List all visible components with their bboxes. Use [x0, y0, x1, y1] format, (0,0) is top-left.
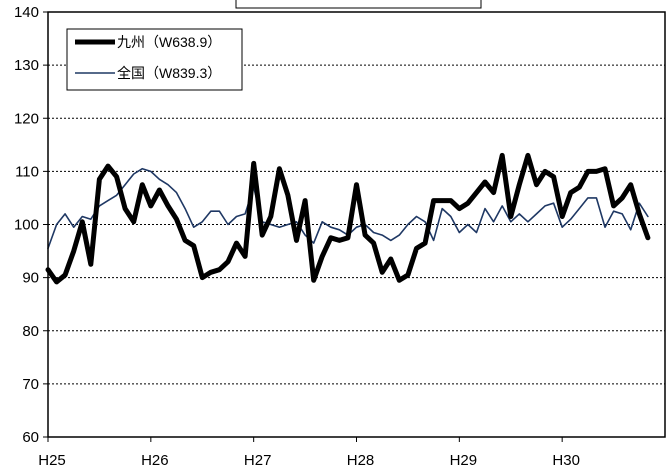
series-layer — [45, 152, 651, 285]
y-tick-label: 130 — [14, 57, 39, 74]
x-tick-label: H26 — [141, 452, 169, 469]
y-tick-label: 100 — [14, 217, 39, 234]
y-tick-label: 120 — [14, 110, 39, 127]
y-tick-label: 70 — [22, 376, 39, 393]
y-tick-label: 110 — [15, 163, 39, 180]
y-tick-label: 60 — [22, 429, 39, 446]
legend-label-national: 全国（W839.3） — [117, 65, 221, 81]
legend-top-box-fragment — [235, 0, 482, 9]
y-tick-label: 90 — [22, 270, 39, 287]
x-tick-labels: H25 H26 H27 H28 H29 H30 — [38, 452, 580, 469]
axes — [43, 11, 666, 442]
x-tick-label: H25 — [38, 452, 66, 469]
grid-lines — [48, 64, 665, 385]
legend-box — [66, 28, 243, 91]
x-tick-label: H28 — [347, 452, 375, 469]
y-tick-label: 140 — [14, 4, 39, 21]
legend-label-kyushu: 九州（W638.9） — [117, 34, 221, 50]
x-tick-label: H30 — [552, 452, 580, 469]
x-tick-label: H29 — [450, 452, 478, 469]
y-tick-labels: 60 70 80 90 100 110 120 130 140 — [14, 4, 39, 446]
x-tick-label: H27 — [244, 452, 272, 469]
y-tick-label: 80 — [22, 323, 39, 340]
series-line-kyushu — [45, 152, 651, 285]
legend: 九州（W638.9） 全国（W839.3） — [66, 28, 243, 91]
